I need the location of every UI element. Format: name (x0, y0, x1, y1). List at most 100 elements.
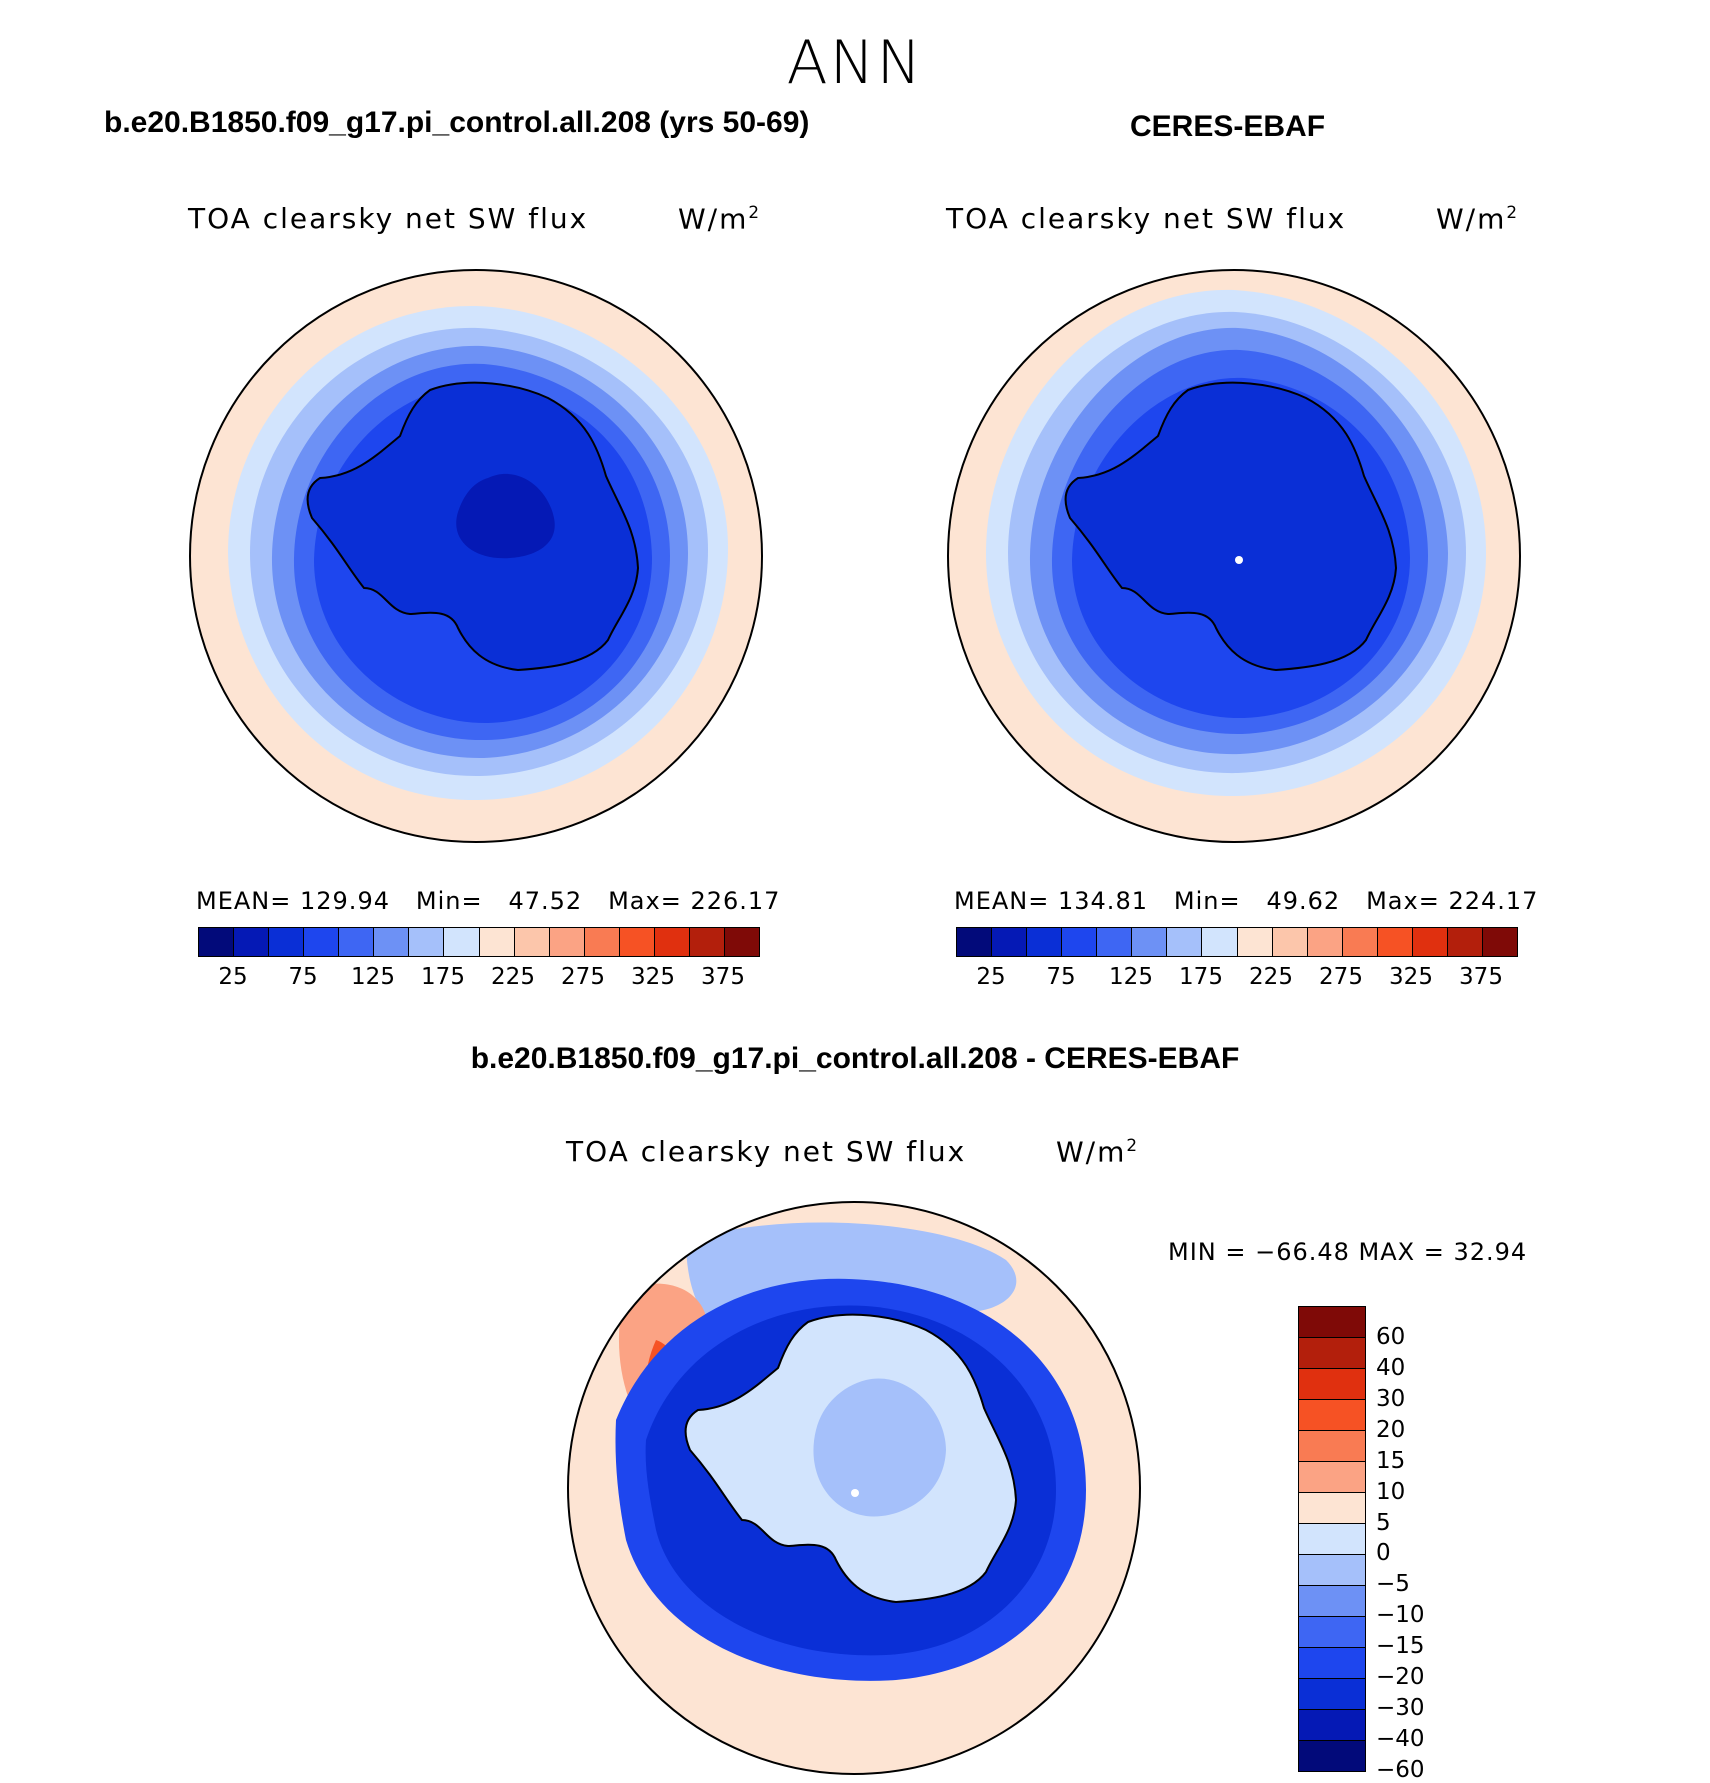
season-title: ANN (786, 28, 924, 98)
colorbar-swatch (1299, 1493, 1365, 1524)
colorbar-swatch (1299, 1617, 1365, 1648)
colorbar-tick-label: 325 (631, 964, 675, 990)
diff-colorbar-ticks: 60 40 30 20 15 10 5 0 −5 −10 −15 −20 −30 −40 −60 (1376, 1306, 1456, 1783)
colorbar-swatch (514, 928, 550, 956)
obs-pole-marker (1235, 556, 1243, 564)
colorbar-swatch (1299, 1338, 1365, 1369)
colorbar-swatch (1299, 1307, 1365, 1338)
obs-case-title: CERES-EBAF (1130, 110, 1326, 143)
colorbar-swatch (1027, 928, 1063, 956)
diff-pole-marker (851, 1489, 859, 1497)
colorbar-tick-label: 60 (1376, 1323, 1406, 1350)
colorbar-swatch (1299, 1431, 1365, 1462)
colorbar-swatch (234, 928, 270, 956)
colorbar-tick-label: 275 (1319, 964, 1363, 990)
model-colorbar-ticks: 25 75 125 175 225 275 325 375 (198, 964, 758, 994)
colorbar-swatch (1307, 928, 1343, 956)
colorbar-swatch (409, 928, 445, 956)
colorbar-tick-label: 20 (1376, 1416, 1406, 1443)
colorbar-swatch (269, 928, 305, 956)
diff-case-title: b.e20.B1850.f09_g17.pi_control.all.208 -… (470, 1042, 1240, 1075)
colorbar-swatch (689, 928, 725, 956)
colorbar-swatch (1412, 928, 1448, 956)
model-polar-map (189, 269, 763, 843)
colorbar-swatch (1097, 928, 1133, 956)
colorbar-swatch (339, 928, 375, 956)
obs-colorbar (956, 927, 1518, 957)
colorbar-tick-label: 30 (1376, 1385, 1406, 1412)
colorbar-swatch (1299, 1741, 1365, 1771)
colorbar-tick-label: 325 (1389, 964, 1433, 990)
colorbar-tick-label: 225 (1249, 964, 1293, 990)
colorbar-tick-label: 125 (351, 964, 395, 990)
model-case-title: b.e20.B1850.f09_g17.pi_control.all.208 (… (104, 106, 810, 139)
colorbar-tick-label: 0 (1376, 1540, 1391, 1567)
colorbar-swatch (584, 928, 620, 956)
obs-units-label: W/m2 (1436, 202, 1520, 236)
colorbar-swatch (1299, 1648, 1365, 1679)
colorbar-swatch (1299, 1710, 1365, 1741)
diff-colorbar (1298, 1306, 1366, 1772)
colorbar-swatch (1299, 1679, 1365, 1710)
colorbar-tick-label: 40 (1376, 1354, 1406, 1381)
colorbar-swatch (1299, 1400, 1365, 1431)
colorbar-swatch (992, 928, 1028, 956)
colorbar-swatch (199, 928, 235, 956)
colorbar-swatch (479, 928, 515, 956)
colorbar-swatch (1202, 928, 1238, 956)
colorbar-tick-label: −20 (1376, 1664, 1425, 1691)
colorbar-swatch (1167, 928, 1203, 956)
colorbar-tick-label: −10 (1376, 1602, 1425, 1629)
colorbar-swatch (1272, 928, 1308, 956)
model-colorbar (198, 927, 760, 957)
colorbar-tick-label: 75 (1046, 964, 1076, 990)
model-stats: MEAN= 129.94 Min= 47.52 Max= 226.17 (196, 887, 781, 915)
colorbar-tick-label: −40 (1376, 1726, 1425, 1753)
colorbar-swatch (1377, 928, 1413, 956)
colorbar-swatch (1342, 928, 1378, 956)
colorbar-swatch (1482, 928, 1517, 956)
colorbar-swatch (654, 928, 690, 956)
colorbar-swatch (619, 928, 655, 956)
obs-antarctica-landmass (1064, 381, 1398, 672)
obs-stats: MEAN= 134.81 Min= 49.62 Max= 224.17 (954, 887, 1539, 915)
obs-polar-map (947, 269, 1521, 843)
colorbar-swatch (304, 928, 340, 956)
model-units-label: W/m2 (678, 202, 762, 236)
colorbar-tick-label: 375 (701, 964, 745, 990)
colorbar-swatch (724, 928, 759, 956)
diff-variable-label: TOA clearsky net SW flux (566, 1135, 967, 1168)
colorbar-tick-label: 225 (491, 964, 535, 990)
colorbar-tick-label: 25 (218, 964, 248, 990)
diff-fill-interior-negative (813, 1378, 946, 1517)
colorbar-swatch (957, 928, 993, 956)
colorbar-swatch (1299, 1555, 1365, 1586)
colorbar-swatch (374, 928, 410, 956)
colorbar-tick-label: 25 (976, 964, 1006, 990)
colorbar-swatch (1299, 1462, 1365, 1493)
colorbar-swatch (1132, 928, 1168, 956)
colorbar-tick-label: −15 (1376, 1633, 1425, 1660)
diff-map-boundary (567, 1201, 1141, 1775)
colorbar-swatch (1062, 928, 1098, 956)
diff-minmax: MIN = −66.48 MAX = 32.94 (1168, 1238, 1528, 1266)
colorbar-tick-label: −60 (1376, 1757, 1425, 1783)
colorbar-swatch (444, 928, 480, 956)
colorbar-tick-label: 175 (1179, 964, 1223, 990)
colorbar-tick-label: −30 (1376, 1695, 1425, 1722)
colorbar-tick-label: 75 (288, 964, 318, 990)
model-plateau-min-region (456, 473, 555, 559)
colorbar-swatch (1299, 1369, 1365, 1400)
obs-variable-label: TOA clearsky net SW flux (946, 202, 1347, 235)
colorbar-tick-label: 125 (1109, 964, 1153, 990)
model-map-boundary (189, 269, 763, 843)
colorbar-swatch (1299, 1586, 1365, 1617)
colorbar-tick-label: 5 (1376, 1509, 1391, 1536)
model-variable-label: TOA clearsky net SW flux (188, 202, 589, 235)
colorbar-swatch (1299, 1524, 1365, 1555)
colorbar-tick-label: −5 (1376, 1571, 1410, 1598)
colorbar-swatch (549, 928, 585, 956)
colorbar-swatch (1447, 928, 1483, 956)
colorbar-tick-label: 375 (1459, 964, 1503, 990)
obs-colorbar-ticks: 25 75 125 175 225 275 325 375 (956, 964, 1516, 994)
